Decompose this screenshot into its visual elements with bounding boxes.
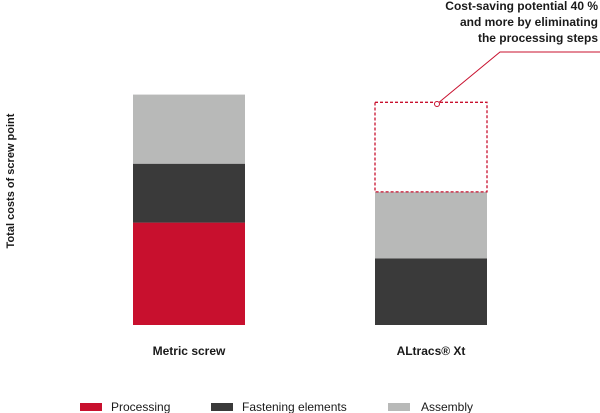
bars-group <box>133 94 487 325</box>
bar-segment-altracs-xt-assembly <box>375 191 487 259</box>
annotation-line-3: the processing steps <box>478 31 598 45</box>
legend-swatch-assembly <box>388 403 410 411</box>
callout-marker <box>434 101 440 107</box>
legend-label-processing: Processing <box>111 400 170 413</box>
legend: Processing Fastening elements Assembly <box>80 400 473 413</box>
bar-segment-metric-screw-assembly <box>133 94 245 164</box>
legend-swatch-processing <box>80 403 102 411</box>
bar-segment-altracs-xt-fastening-elements <box>375 258 487 325</box>
category-label-altracs-xt: ALtracs® Xt <box>397 344 466 358</box>
annotation-line-1: Cost-saving potential 40 % <box>445 0 598 13</box>
bar-segment-metric-screw-fastening-elements <box>133 163 245 223</box>
annotation-line-2: and more by eliminating <box>460 15 598 29</box>
category-label-metric-screw: Metric screw <box>153 344 226 358</box>
legend-label-fastening: Fastening elements <box>242 400 347 413</box>
savings-outline-box <box>374 101 488 193</box>
y-axis-label: Total costs of screw point <box>5 113 17 248</box>
bar-segment-metric-screw-processing <box>133 222 245 325</box>
callout-leader-line <box>436 51 600 105</box>
legend-swatch-fastening <box>211 403 233 411</box>
legend-label-assembly: Assembly <box>421 400 473 413</box>
